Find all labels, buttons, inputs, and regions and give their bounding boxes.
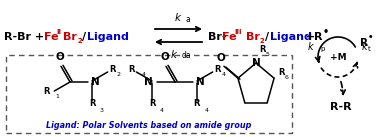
Text: 6: 6 xyxy=(285,75,289,80)
Text: $k$: $k$ xyxy=(307,40,315,52)
Text: +: + xyxy=(302,32,319,42)
Text: R: R xyxy=(128,65,134,73)
Text: 4: 4 xyxy=(205,108,209,112)
Text: R-Br +: R-Br + xyxy=(4,32,48,42)
Text: N: N xyxy=(252,58,260,68)
Text: Br: Br xyxy=(63,32,77,42)
Text: da: da xyxy=(182,52,192,61)
Text: R: R xyxy=(278,68,285,77)
Text: 2: 2 xyxy=(117,72,121,76)
Text: $k$: $k$ xyxy=(170,48,178,60)
Text: •: • xyxy=(323,27,329,37)
Text: R: R xyxy=(215,65,221,73)
Text: R-R: R-R xyxy=(330,102,352,112)
Text: 3: 3 xyxy=(100,108,104,112)
Text: R: R xyxy=(110,65,116,73)
Text: R: R xyxy=(194,99,200,109)
Text: Br-: Br- xyxy=(208,32,226,42)
Text: 2: 2 xyxy=(77,38,82,44)
Text: Ligand: Ligand xyxy=(270,32,312,42)
Text: +M: +M xyxy=(330,52,346,62)
Text: a: a xyxy=(186,15,191,24)
Text: R: R xyxy=(259,45,265,55)
Text: Br: Br xyxy=(246,32,260,42)
Text: $k$: $k$ xyxy=(174,11,182,23)
Text: R: R xyxy=(149,99,155,109)
Text: 4: 4 xyxy=(160,108,164,112)
Text: O: O xyxy=(161,52,169,62)
Text: R: R xyxy=(89,99,95,109)
Text: Ligand: Polar Solvents based on amide group: Ligand: Polar Solvents based on amide gr… xyxy=(46,121,252,129)
Text: 5: 5 xyxy=(266,52,270,58)
Text: N: N xyxy=(196,77,205,87)
Text: R: R xyxy=(360,38,368,48)
Text: N: N xyxy=(144,77,153,87)
Text: III: III xyxy=(234,29,242,35)
Text: 4: 4 xyxy=(141,72,145,76)
Text: II: II xyxy=(56,29,61,35)
Text: Fe: Fe xyxy=(44,32,59,42)
Text: 4: 4 xyxy=(222,72,226,76)
Text: /: / xyxy=(82,32,86,42)
Text: $k$: $k$ xyxy=(361,40,369,52)
Text: •: • xyxy=(368,34,373,42)
Text: t: t xyxy=(368,46,371,52)
Text: N: N xyxy=(91,77,100,87)
Text: Fe: Fe xyxy=(222,32,237,42)
Text: 1: 1 xyxy=(55,95,59,99)
Text: Ligand: Ligand xyxy=(87,32,129,42)
Text: R: R xyxy=(43,86,50,95)
Text: O: O xyxy=(56,52,64,62)
Text: p: p xyxy=(320,46,324,52)
Text: 2: 2 xyxy=(260,38,265,44)
Text: R: R xyxy=(314,32,322,42)
Text: /: / xyxy=(265,32,269,42)
Text: O: O xyxy=(217,53,225,63)
